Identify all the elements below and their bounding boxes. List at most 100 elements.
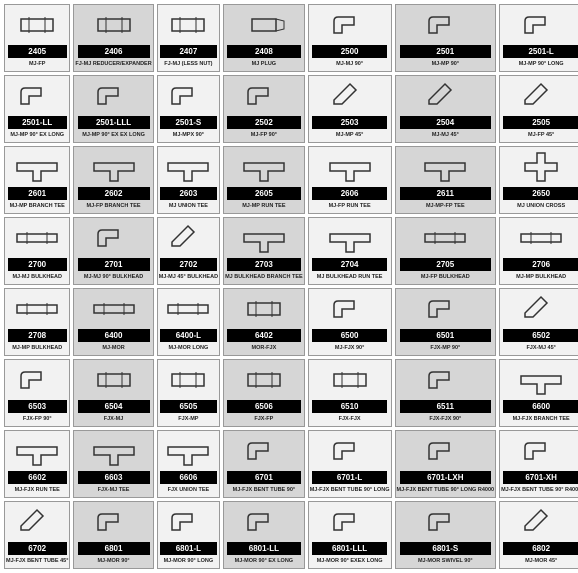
part-description: MJ-MP 90° EX EX LONG [74, 129, 152, 142]
part-description: MJ-FJX BENT TUBE 90° [224, 484, 304, 497]
part-code: 2408 [227, 45, 300, 58]
part-description: FJX-MJ 45° [500, 342, 578, 355]
part-code: 2601 [8, 187, 67, 200]
fitting-illustration [158, 289, 219, 328]
catalog-cell: 6701MJ-FJX BENT TUBE 90° [223, 430, 305, 498]
fitting-illustration [158, 431, 219, 470]
part-code: 2702 [160, 258, 216, 271]
catalog-cell: 2700MJ-MJ BULKHEAD [4, 217, 70, 285]
catalog-cell: 2611MJ-MP-FP TEE [395, 146, 497, 214]
part-description: FJX-MP [158, 413, 219, 426]
part-code: 6801-LL [227, 542, 300, 555]
fitting-illustration [158, 5, 219, 44]
fitting-illustration [396, 218, 496, 257]
fitting-illustration [500, 502, 578, 541]
part-description: MJ-MOR 90° [74, 555, 152, 568]
catalog-cell: 2650MJ UNION CROSS [499, 146, 578, 214]
part-code: 2501-LL [8, 116, 67, 129]
catalog-cell: 6400-LMJ-MOR LONG [157, 288, 220, 356]
catalog-cell: 2605MJ-MP RUN TEE [223, 146, 305, 214]
part-code: 6802 [503, 542, 578, 555]
fitting-illustration [396, 431, 496, 470]
catalog-cell: 2606MJ-FP RUN TEE [308, 146, 392, 214]
part-code: 6400 [78, 329, 150, 342]
part-code: 6402 [227, 329, 300, 342]
fitting-illustration [309, 360, 391, 399]
fitting-illustration [224, 147, 304, 186]
fitting-illustration [396, 289, 496, 328]
fitting-illustration [500, 289, 578, 328]
part-description: MJ-MJ 90° [309, 58, 391, 71]
part-description: MJ-FJX RUN TEE [5, 484, 69, 497]
part-description: MJ-MP-FP TEE [396, 200, 496, 213]
part-code: 6701-L [312, 471, 387, 484]
fitting-illustration [74, 5, 152, 44]
part-code: 2406 [78, 45, 150, 58]
fitting-illustration [5, 76, 69, 115]
catalog-cell: 6402MOR-FJX [223, 288, 305, 356]
catalog-cell: 2505MJ-FP 45° [499, 75, 578, 143]
fitting-illustration [74, 289, 152, 328]
catalog-cell: 2405MJ-FP [4, 4, 70, 72]
part-code: 6702 [8, 542, 67, 555]
fitting-illustration [74, 218, 152, 257]
part-code: 2501 [400, 45, 492, 58]
part-description: MJ-MJ 45° BULKHEAD [158, 271, 219, 284]
fitting-illustration [396, 5, 496, 44]
part-description: MJ-MOR 90° EX LONG [224, 555, 304, 568]
catalog-cell: 2501MJ-MP 90° [395, 4, 497, 72]
catalog-cell: 2406FJ-MJ REDUCER/EXPANDER [73, 4, 153, 72]
catalog-cell: 2501-LLMJ-MP 90° EX LONG [4, 75, 70, 143]
part-code: 6501 [400, 329, 492, 342]
catalog-cell: 2501-LMJ-MP 90° LONG [499, 4, 578, 72]
part-code: 6502 [503, 329, 578, 342]
part-description: MJ-FJX 90° [309, 342, 391, 355]
part-code: 2500 [312, 45, 387, 58]
fitting-illustration [500, 360, 578, 399]
catalog-cell: 6603FJX-MJ TEE [73, 430, 153, 498]
part-description: MJ-MP 90° [396, 58, 496, 71]
catalog-cell: 2704MJ BULKHEAD RUN TEE [308, 217, 392, 285]
part-code: 6511 [400, 400, 492, 413]
part-description: FJX-FJX 90° [396, 413, 496, 426]
fitting-illustration [158, 76, 219, 115]
catalog-cell: 6510FJX-FJX [308, 359, 392, 427]
fitting-illustration [500, 147, 578, 186]
fitting-illustration [224, 218, 304, 257]
part-description: MJ-MP 90° EX LONG [5, 129, 69, 142]
fitting-illustration [5, 360, 69, 399]
part-description: MJ-FP 90° [224, 129, 304, 142]
fitting-illustration [309, 76, 391, 115]
part-code: 6701-XH [503, 471, 578, 484]
fitting-illustration [224, 5, 304, 44]
part-description: MJ-FP BRANCH TEE [74, 200, 152, 213]
part-code: 2501-L [503, 45, 578, 58]
catalog-cell: 6502FJX-MJ 45° [499, 288, 578, 356]
part-code: 2603 [160, 187, 216, 200]
fitting-illustration [309, 431, 391, 470]
part-description: MJ-MP BULKHEAD [5, 342, 69, 355]
part-description: MJ-MPX 90° [158, 129, 219, 142]
part-code: 2606 [312, 187, 387, 200]
part-code: 2503 [312, 116, 387, 129]
fitting-illustration [5, 147, 69, 186]
part-code: 6400-L [160, 329, 216, 342]
part-code: 6600 [503, 400, 578, 413]
part-description: MJ-FP [5, 58, 69, 71]
catalog-cell: 6701-LMJ-FJX BENT TUBE 90° LONG [308, 430, 392, 498]
part-code: 2602 [78, 187, 150, 200]
catalog-cell: 2501-SMJ-MPX 90° [157, 75, 220, 143]
fitting-illustration [5, 5, 69, 44]
fitting-illustration [500, 76, 578, 115]
part-description: MOR-FJX [224, 342, 304, 355]
part-code: 2505 [503, 116, 578, 129]
part-description: MJ-FP BULKHEAD [396, 271, 496, 284]
part-code: 6506 [227, 400, 300, 413]
fitting-illustration [396, 360, 496, 399]
catalog-cell: 2703MJ BULKHEAD BRANCH TEE [223, 217, 305, 285]
catalog-cell: 6400MJ-MOR [73, 288, 153, 356]
part-code: 6603 [78, 471, 150, 484]
part-description: FJ-MJ (LESS NUT) [158, 58, 219, 71]
part-description: MJ UNION CROSS [500, 200, 578, 213]
part-description: MJ UNION TEE [158, 200, 219, 213]
